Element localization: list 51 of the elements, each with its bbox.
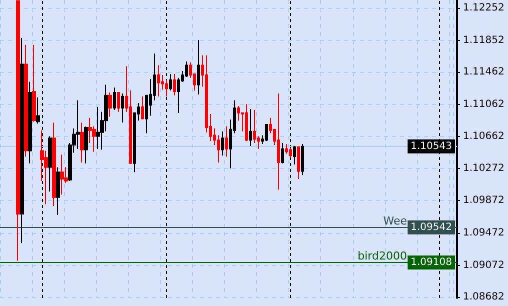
candlestick <box>285 143 288 154</box>
ref-line-label: Wee <box>383 214 408 228</box>
candlestick <box>113 87 116 110</box>
candlestick <box>225 126 228 158</box>
y-tick-label: 1.11462 <box>463 66 504 78</box>
candlestick <box>157 64 160 97</box>
candlestick <box>249 108 252 146</box>
candlestick <box>24 44 28 158</box>
candlestick <box>56 166 60 216</box>
candlestick <box>141 96 144 120</box>
y-tick-label: 1.12252 <box>463 2 504 14</box>
candlestick <box>80 122 84 163</box>
y-tick-label: 1.10272 <box>463 162 504 174</box>
y-tick-label: 1.11062 <box>463 98 504 110</box>
candlestick <box>108 92 112 118</box>
candlestick <box>36 96 40 124</box>
candlestick <box>297 146 300 180</box>
candlestick <box>121 92 124 124</box>
ref-line-label: bird2000 <box>358 250 407 263</box>
candlestick <box>301 143 304 176</box>
candlestick <box>197 40 200 95</box>
candlestick <box>169 74 172 92</box>
candlestick <box>165 79 168 97</box>
candlestick <box>245 104 248 142</box>
candlestick <box>32 44 36 122</box>
candlestick <box>20 38 24 244</box>
candlestick <box>60 154 64 196</box>
y-tick-label: 1.09872 <box>463 195 504 206</box>
y-tick-label: 1.10662 <box>463 131 504 142</box>
y-tick-label: 1.09472 <box>463 228 504 239</box>
candlestick <box>293 145 296 165</box>
annotation: 1.09108 <box>410 257 452 268</box>
candlestick <box>76 100 80 150</box>
y-tick-label: 1.09072 <box>463 260 504 271</box>
candlestick <box>52 122 56 207</box>
candlestick <box>48 136 52 192</box>
candlestick <box>173 74 176 96</box>
annotation: 1.10543 <box>410 140 452 152</box>
candlestick <box>289 147 292 158</box>
candlestick <box>281 142 284 164</box>
y-tick-label: 1.08682 <box>463 292 504 303</box>
candlestick <box>16 0 20 262</box>
annotation: 1.09542 <box>410 222 452 233</box>
candlestick <box>117 92 120 112</box>
candlestick <box>96 106 100 150</box>
candlestick <box>221 130 224 156</box>
candlestick <box>84 126 88 164</box>
y-tick-label: 1.11852 <box>463 34 504 46</box>
candlestick <box>28 81 32 164</box>
candlestick <box>265 124 268 142</box>
candlestick <box>277 92 280 190</box>
